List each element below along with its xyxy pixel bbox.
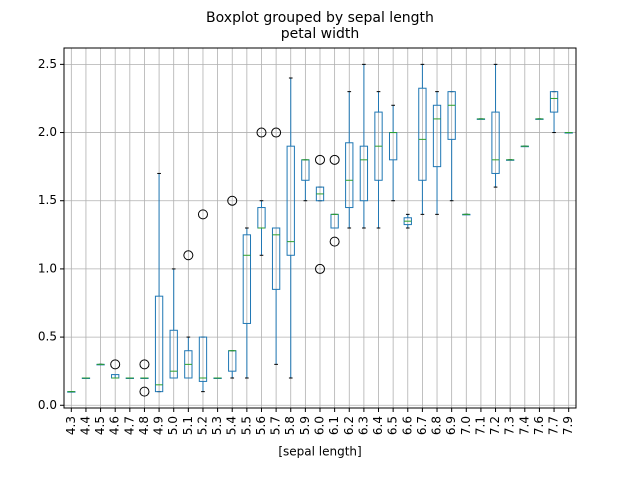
box bbox=[286, 145, 295, 256]
x-tick-label: 6.1 bbox=[327, 416, 341, 435]
chart-subtitle: petal width bbox=[281, 26, 360, 42]
flier bbox=[256, 127, 267, 138]
x-tick-label: 7.3 bbox=[503, 416, 517, 435]
x-tick-label: 6.0 bbox=[313, 416, 327, 435]
x-tick-label: 7.4 bbox=[517, 416, 531, 435]
x-tick-label: 5.3 bbox=[210, 416, 224, 435]
x-tick-label: 6.5 bbox=[386, 416, 400, 435]
flier bbox=[183, 250, 194, 261]
flier bbox=[110, 359, 121, 370]
flier bbox=[329, 154, 340, 165]
plot-frame bbox=[63, 47, 577, 409]
x-tick-label: 4.5 bbox=[93, 416, 107, 435]
box bbox=[169, 329, 178, 379]
x-tick-label: 5.0 bbox=[166, 416, 180, 435]
flier bbox=[315, 154, 325, 165]
x-tick-label: 7.6 bbox=[532, 416, 546, 435]
flier bbox=[271, 127, 282, 138]
x-tick-label: 6.2 bbox=[342, 416, 356, 435]
x-tick-label: 6.9 bbox=[444, 416, 458, 435]
x-tick-label: 4.8 bbox=[137, 416, 151, 435]
x-tick-label: 5.5 bbox=[239, 416, 253, 435]
box bbox=[549, 91, 559, 113]
x-tick-label: 4.3 bbox=[64, 416, 78, 435]
chart-title: Boxplot grouped by sepal length bbox=[206, 10, 434, 26]
box bbox=[271, 227, 281, 290]
x-tick-label: 6.3 bbox=[356, 416, 370, 435]
x-tick-label: 7.7 bbox=[547, 416, 561, 435]
flier bbox=[329, 236, 340, 247]
y-tick-label: 1.0 bbox=[38, 261, 57, 275]
x-tick-label: 4.4 bbox=[78, 416, 92, 435]
x-tick-label: 5.1 bbox=[181, 416, 195, 435]
x-tick-label: 6.4 bbox=[371, 416, 385, 435]
box bbox=[432, 104, 442, 168]
y-tick-label: 0.5 bbox=[38, 330, 57, 344]
x-tick-label: 5.7 bbox=[269, 416, 283, 435]
x-tick-label: 5.8 bbox=[283, 416, 297, 435]
x-tick-label: 7.1 bbox=[473, 416, 487, 435]
x-tick-label: 4.7 bbox=[122, 416, 136, 435]
box bbox=[491, 111, 500, 174]
x-tick-label: 7.0 bbox=[459, 416, 473, 435]
x-tick-label: 5.9 bbox=[298, 416, 312, 435]
y-tick-label: 1.5 bbox=[38, 193, 57, 207]
box bbox=[154, 295, 164, 393]
x-tick-label: 5.6 bbox=[254, 416, 268, 435]
box bbox=[242, 234, 252, 324]
y-tick-label: 2.5 bbox=[38, 57, 57, 71]
y-tick-label: 0.0 bbox=[38, 398, 57, 412]
box bbox=[447, 91, 456, 140]
flier bbox=[227, 195, 238, 206]
x-tick-label: 4.9 bbox=[152, 416, 166, 435]
x-tick-label: 6.6 bbox=[400, 416, 414, 435]
box bbox=[418, 87, 427, 181]
x-tick-label: 7.9 bbox=[561, 416, 575, 435]
x-tick-label: 5.4 bbox=[225, 416, 239, 435]
flier bbox=[139, 359, 150, 370]
box bbox=[345, 142, 354, 209]
x-axis-label: [sepal length] bbox=[278, 445, 361, 459]
x-tick-label: 4.6 bbox=[108, 416, 122, 435]
flier bbox=[139, 386, 150, 397]
x-tick-label: 5.2 bbox=[195, 416, 209, 435]
x-tick-label: 7.2 bbox=[488, 416, 502, 435]
box bbox=[359, 145, 369, 202]
flier bbox=[197, 209, 208, 220]
x-tick-label: 6.8 bbox=[430, 416, 444, 435]
flier bbox=[315, 263, 325, 274]
x-tick-label: 6.7 bbox=[415, 416, 429, 435]
y-tick-label: 2.0 bbox=[38, 125, 57, 139]
box bbox=[198, 336, 208, 382]
